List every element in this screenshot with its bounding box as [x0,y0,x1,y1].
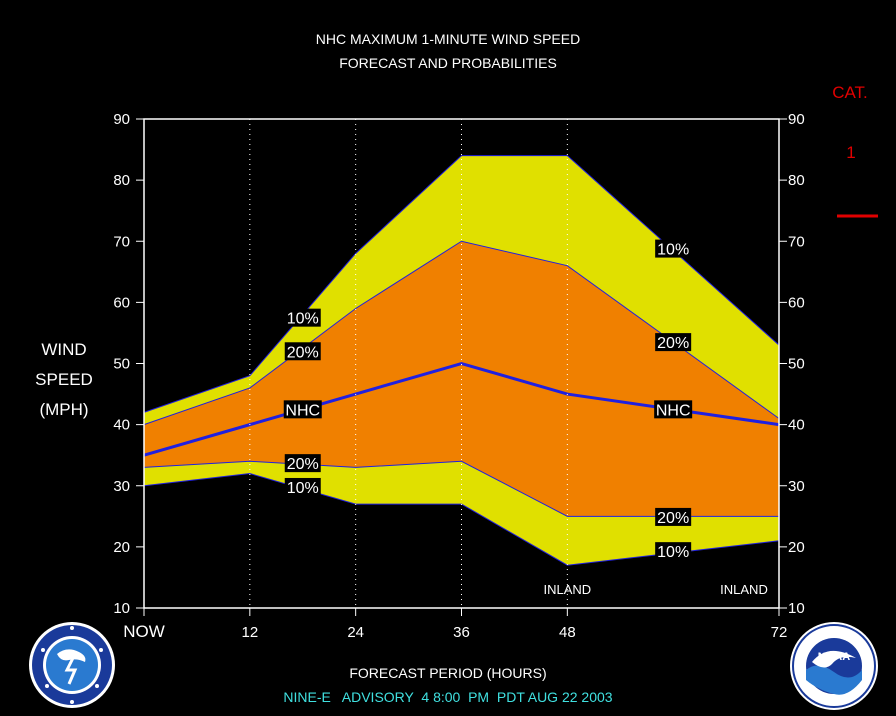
line-upper-20 [143,240,780,426]
band-label-4: 10% [287,480,319,497]
y-tick-label-left-80: 80 [113,172,130,189]
label-box-6 [655,333,692,352]
category-value: 1 [846,143,855,162]
y-tick-label-left-50: 50 [113,356,130,373]
band-label-3: 20% [287,456,319,473]
y-tick-label-right-20: 20 [788,539,805,556]
y-tick-label-right-70: 70 [788,233,805,250]
band-20-percent [144,241,779,517]
nws-logo [29,622,115,708]
y-tick-label-right-60: 60 [788,294,805,311]
band-label-6: 20% [657,335,689,352]
x-tick-label-48: 48 [559,624,576,641]
noaa-logo-text: NOAA [818,651,850,663]
x-tick-label-24: 24 [347,624,364,641]
y-axis-label-2: (MPH) [39,400,88,419]
y-tick-label-right-10: 10 [788,600,805,617]
y-tick-label-left-10: 10 [113,600,130,617]
y-tick-label-right-50: 50 [788,356,805,373]
inland-annotation-1: INLAND [720,582,768,597]
band-label-8: 20% [657,510,689,527]
label-box-7 [654,400,693,419]
line-upper-10 [143,155,780,413]
band-label-2: NHC [285,402,320,419]
x-tick-label-36: 36 [453,624,470,641]
label-box-8 [655,507,692,526]
x-axis-label: FORECAST PERIOD (HOURS) [349,665,547,681]
label-box-2 [283,400,322,419]
y-tick-label-right-30: 30 [788,478,805,495]
band-label-5: 10% [657,242,689,259]
y-tick-label-right-80: 80 [788,172,805,189]
line-lower-20 [143,460,779,517]
noaa-logo: NOAA [790,622,878,710]
y-axis-label-0: WIND [41,340,86,359]
chart-title-line-2: FORECAST AND PROBABILITIES [339,55,557,71]
y-tick-label-left-70: 70 [113,233,130,250]
band-label-1: 20% [287,344,319,361]
band-label-0: 10% [287,311,319,328]
label-box-0 [284,308,321,327]
label-box-9 [655,542,692,561]
y-tick-label-right-90: 90 [788,111,805,128]
label-box-1 [284,342,321,361]
nhc-forecast-line [143,361,780,457]
line-lower-10 [143,473,780,566]
band-label-9: 10% [657,544,689,561]
chart-title-line-1: NHC MAXIMUM 1-MINUTE WIND SPEED [315,31,581,47]
advisory-info: NINE-E ADVISORY 4 8:00 PM PDT AUG 22 200… [283,689,613,705]
label-box-3 [284,454,321,473]
label-box-4 [284,477,321,496]
band-label-7: NHC [656,402,691,419]
y-tick-label-right-40: 40 [788,417,805,434]
x-tick-label-0: NOW [123,622,165,641]
inland-annotation-0: INLAND [543,582,591,597]
y-tick-label-left-60: 60 [113,294,130,311]
y-tick-label-left-40: 40 [113,417,130,434]
x-tick-label-12: 12 [241,624,258,641]
x-tick-label-72: 72 [771,624,788,641]
y-tick-label-left-90: 90 [113,111,130,128]
y-tick-label-left-30: 30 [113,478,130,495]
label-box-5 [655,239,692,258]
y-axis-label-1: SPEED [35,370,93,389]
category-label: CAT. [832,83,868,102]
y-tick-label-left-20: 20 [113,539,130,556]
